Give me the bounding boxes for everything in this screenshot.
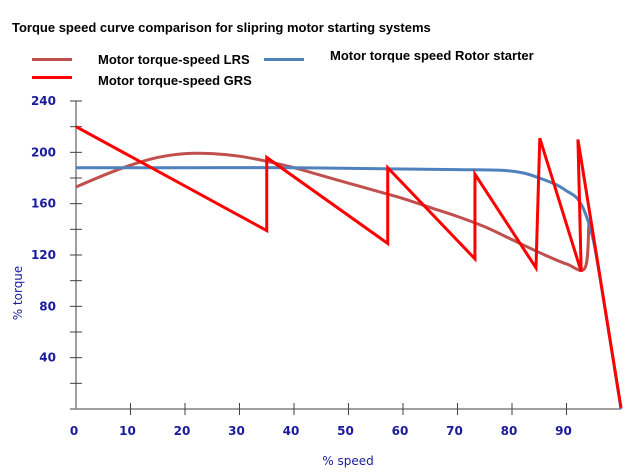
y-tick-label: 240: [31, 94, 56, 108]
x-tick-label: 30: [228, 424, 245, 438]
chart-title: Torque speed curve comparison for slipri…: [12, 20, 431, 35]
legend-swatch-rotor: [264, 58, 304, 61]
y-tick-label: 80: [39, 299, 56, 313]
x-tick-label: 60: [392, 424, 409, 438]
x-tick-label: 70: [446, 424, 463, 438]
legend-swatch-grs: [32, 76, 72, 79]
legend-label-rotor: Motor torque speed Rotor starter: [330, 48, 534, 63]
y-tick-label: 120: [31, 248, 56, 262]
y-tick-label: 40: [39, 351, 56, 365]
legend-label-lrs: Motor torque-speed LRS: [98, 52, 250, 67]
x-tick-label: 20: [174, 424, 191, 438]
x-axis-title: % speed: [322, 454, 373, 468]
y-axis-title: % torque: [11, 266, 25, 321]
y-tick-label: 200: [31, 145, 56, 159]
series-line-grs: [75, 125, 623, 408]
x-tick-label: 0: [70, 424, 78, 438]
x-tick-label: 90: [555, 424, 572, 438]
x-tick-label: 50: [337, 424, 354, 438]
x-tick-label: 80: [501, 424, 518, 438]
legend-swatch-lrs: [32, 58, 72, 61]
x-tick-label: 10: [119, 424, 136, 438]
legend-label-grs: Motor torque-speed GRS: [98, 73, 252, 88]
x-tick-label: 40: [283, 424, 300, 438]
series-line-lrs: [75, 151, 591, 272]
y-tick-label: 160: [31, 197, 56, 211]
